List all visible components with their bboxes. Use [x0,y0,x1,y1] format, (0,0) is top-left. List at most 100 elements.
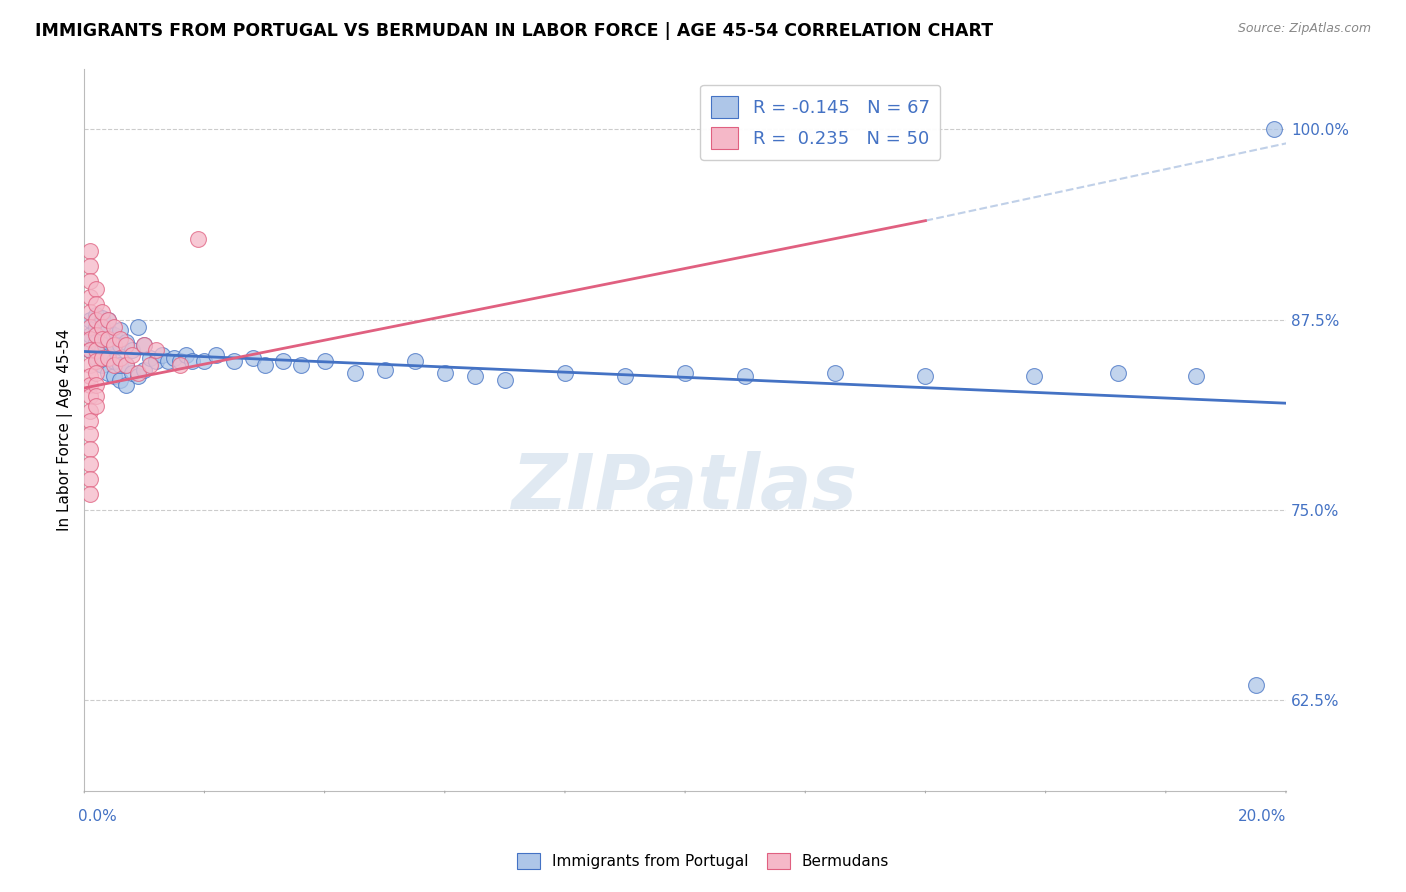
Point [84,399,107,413]
Point [134,362,156,376]
Point [79,414,101,428]
Point [97,312,120,326]
Point [79,457,101,471]
Point [145,343,167,357]
Point [97,312,120,326]
Point [121,366,143,380]
Point [115,378,138,392]
Point [193,353,215,368]
Point [84,335,107,350]
Point [134,338,156,352]
Point [127,320,149,334]
Point [84,343,107,357]
Point [139,351,162,365]
Point [103,320,125,334]
Point [79,260,101,274]
Point [1244,678,1267,692]
Point [84,312,107,326]
Point [79,290,101,304]
Point [79,358,101,372]
Point [79,388,101,402]
Point [115,338,138,352]
Point [914,368,936,383]
Point [464,368,486,383]
Point [79,442,101,456]
Point [97,351,120,365]
Point [97,366,120,380]
Point [91,332,114,346]
Point [110,351,132,365]
Point [91,332,114,346]
Point [79,404,101,418]
Point [121,343,143,357]
Legend: R = -0.145   N = 67, R =  0.235   N = 50: R = -0.145 N = 67, R = 0.235 N = 50 [700,85,941,160]
Point [91,320,114,334]
Point [163,351,186,365]
Point [91,305,114,319]
Point [79,305,101,319]
Point [84,378,107,392]
Point [84,297,107,311]
Point [97,347,120,361]
Point [614,368,637,383]
Point [79,343,101,357]
Point [404,353,426,368]
Point [91,320,114,334]
Point [91,358,114,372]
Text: ZIPatlas: ZIPatlas [512,450,858,524]
Point [84,327,107,342]
Point [103,353,125,368]
Point [1263,122,1285,136]
Point [110,332,132,346]
Point [110,373,132,387]
Point [115,335,138,350]
Point [103,338,125,352]
Point [103,338,125,352]
Point [79,487,101,501]
Point [84,320,107,334]
Text: Source: ZipAtlas.com: Source: ZipAtlas.com [1237,22,1371,36]
Point [79,320,101,334]
Point [84,366,107,380]
Point [169,358,191,372]
Point [84,308,107,322]
Point [91,351,114,365]
Point [1022,368,1045,383]
Point [176,347,198,361]
Point [271,353,294,368]
Point [91,311,114,326]
Point [205,347,228,361]
Point [103,368,125,383]
Point [554,366,576,380]
Point [734,368,756,383]
Point [824,366,846,380]
Point [157,353,180,368]
Legend: Immigrants from Portugal, Bermudans: Immigrants from Portugal, Bermudans [510,847,896,875]
Point [152,347,174,361]
Point [79,472,101,486]
Point [110,338,132,352]
Point [1185,368,1208,383]
Y-axis label: In Labor Force | Age 45-54: In Labor Force | Age 45-54 [58,328,73,531]
Point [79,312,101,326]
Point [115,358,138,372]
Point [79,368,101,383]
Point [290,358,312,372]
Point [91,343,114,357]
Point [343,366,366,380]
Point [253,358,276,372]
Point [127,366,149,380]
Point [110,323,132,337]
Text: 0.0%: 0.0% [79,809,117,824]
Point [374,362,396,376]
Point [79,343,101,357]
Point [145,353,167,368]
Point [242,351,264,365]
Point [224,353,246,368]
Point [84,388,107,402]
Point [79,332,101,346]
Point [134,338,156,352]
Point [79,426,101,441]
Point [79,244,101,258]
Text: 20.0%: 20.0% [1237,809,1286,824]
